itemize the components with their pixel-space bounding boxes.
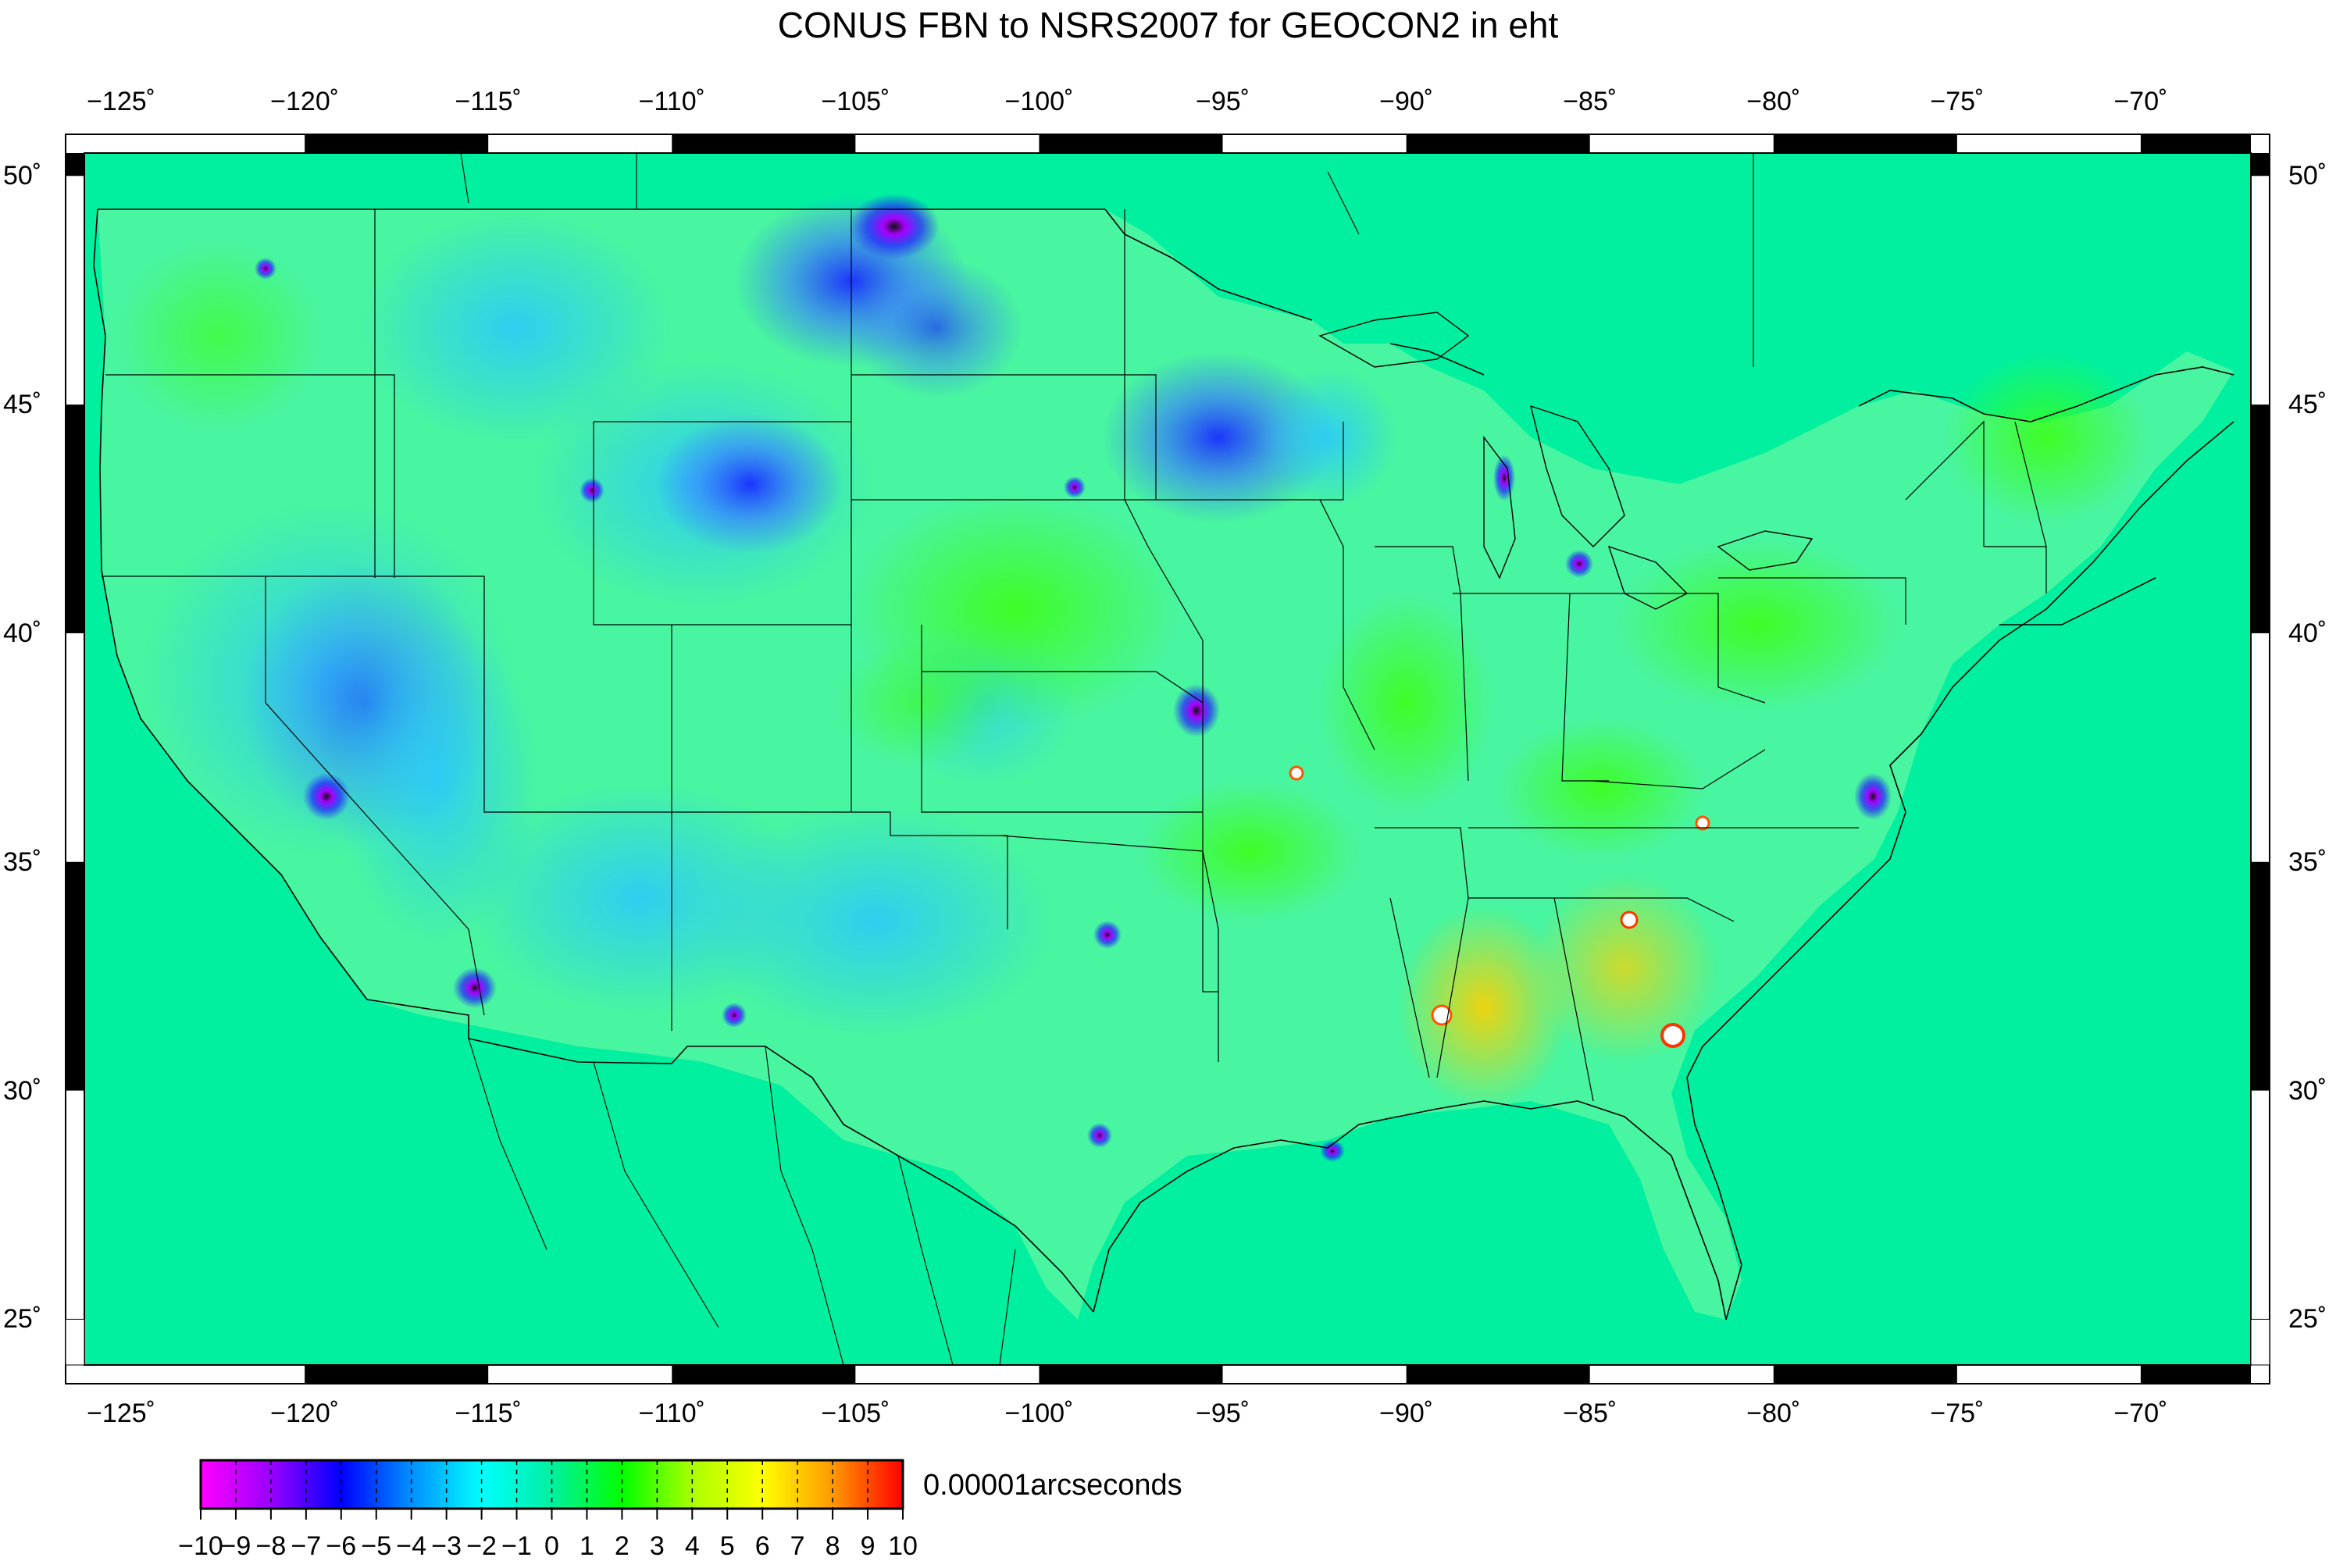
lon-tick-label-bottom: −110˚ (638, 1399, 705, 1428)
frame-bar-segment (672, 134, 856, 153)
lon-tick-label-top: −75˚ (1930, 87, 1985, 116)
colorbar-tick-label: 0 (544, 1531, 559, 1561)
colorbar-ticks (200, 1460, 904, 1520)
colorbar-tick-label: −7 (291, 1531, 322, 1561)
colorbar-tick-label: −4 (396, 1531, 427, 1561)
frame-bar-segment (2251, 861, 2270, 1091)
frame-bars-top (305, 134, 2251, 1384)
frame-bar-segment (2251, 404, 2270, 633)
lat-tick-label-left: 50˚ (3, 161, 42, 191)
frame-bar-segment (1773, 134, 1957, 153)
lon-tick-label-bottom: −90˚ (1379, 1399, 1434, 1428)
lon-tick-label-top: −120˚ (270, 87, 340, 116)
boundary-lines (93, 153, 2234, 1365)
lon-tick-label-top: −80˚ (1746, 87, 1801, 116)
lat-tick-label-right: 25˚ (2288, 1304, 2327, 1335)
frame-bar-segment (66, 861, 84, 1091)
lon-tick-label-top: −110˚ (638, 87, 705, 116)
foreign-lines (460, 153, 1754, 1365)
frame-bar-segment (305, 1365, 489, 1384)
colorbar-tick-label: 1 (579, 1531, 594, 1561)
lat-tick-label-left: 45˚ (3, 390, 42, 420)
lon-tick-label-top: −85˚ (1563, 87, 1617, 116)
frame-bar-segment (1039, 134, 1223, 153)
frame-bar-segment (2140, 134, 2251, 153)
colorbar-tick-label: 5 (719, 1531, 735, 1561)
colorbar-tick-label: −6 (326, 1531, 357, 1561)
lon-tick-label-bottom: −105˚ (821, 1399, 890, 1428)
colorbar-tick-label: −8 (255, 1531, 287, 1561)
lon-tick-label-top: −105˚ (821, 87, 890, 116)
lon-tick-label-top: −100˚ (1004, 87, 1074, 116)
state-lines (102, 209, 2047, 1102)
lon-tick-label-bottom: −115˚ (455, 1399, 522, 1428)
colorbar-tick-label: −5 (361, 1531, 392, 1561)
us-east-coast (1686, 421, 2234, 1320)
lon-tick-label-bottom: −120˚ (270, 1399, 340, 1428)
lon-tick-label-bottom: −85˚ (1563, 1399, 1617, 1428)
colorbar-tick-label: 4 (684, 1531, 700, 1561)
lat-tick-label-left: 30˚ (3, 1075, 42, 1106)
frame-bars-side (65, 153, 2270, 1366)
colorbar-tick-label: 6 (754, 1531, 770, 1561)
lat-tick-label-right: 35˚ (2288, 846, 2327, 877)
colorbar-tick-label: 8 (825, 1531, 840, 1561)
lat-tick-label-right: 40˚ (2288, 618, 2327, 648)
frame-bar-segment (1406, 1365, 1590, 1384)
lat-tick-label-left: 25˚ (3, 1304, 42, 1335)
colorbar-tick-label: 10 (888, 1531, 918, 1561)
frame-bar-segment (672, 1365, 856, 1384)
lon-tick-label-bottom: −70˚ (2113, 1399, 2168, 1428)
map-frame (65, 134, 2270, 1384)
frame-bar-segment (2250, 1318, 2270, 1366)
colorbar-tick-label: −10 (178, 1531, 223, 1561)
lon-tick-label-top: −95˚ (1196, 87, 1250, 116)
us-mexico-border (366, 999, 1094, 1313)
lon-tick-label-bottom: −80˚ (1746, 1399, 1801, 1428)
us-west-coast (93, 208, 368, 1000)
us-gulf-coast (1093, 1100, 1727, 1320)
colorbar-units-label: 0.00001arcseconds (923, 1469, 1182, 1502)
frame-bar-segment (1773, 1365, 1957, 1384)
lon-tick-label-top: −90˚ (1379, 87, 1434, 116)
colorbar-tick-label: 2 (614, 1531, 629, 1561)
frame-bar-segment (65, 1318, 85, 1366)
map-plot-area (84, 153, 2251, 1365)
colorbar-tick-label: 7 (790, 1531, 805, 1561)
lat-tick-label-right: 45˚ (2288, 390, 2327, 420)
colorbar-tick-label: −2 (466, 1531, 497, 1561)
lon-tick-label-top: −70˚ (2113, 87, 2168, 116)
colorbar (199, 1459, 904, 1520)
frame-bar-segment (66, 153, 84, 176)
frame-bar-segment (305, 134, 489, 153)
lon-tick-label-bottom: −95˚ (1196, 1399, 1250, 1428)
frame-bar-segment (66, 404, 84, 633)
lon-tick-label-top: −115˚ (455, 87, 522, 116)
colorbar-tick-label: 3 (649, 1531, 665, 1561)
lat-tick-label-right: 30˚ (2288, 1075, 2327, 1106)
frame-bar-segment (1406, 134, 1590, 153)
conus-field (98, 194, 2234, 1320)
frame-bar-segment (2251, 153, 2270, 176)
frame-bar-segment (1039, 1365, 1223, 1384)
lat-tick-label-left: 35˚ (3, 846, 42, 877)
frame-bar-segment (2140, 1365, 2251, 1384)
great-lakes (1318, 312, 1814, 610)
colorbar-tick-label: 9 (860, 1531, 876, 1561)
us-canada-border (98, 208, 2234, 625)
lon-tick-label-bottom: −75˚ (1930, 1399, 1985, 1428)
lon-tick-label-bottom: −125˚ (87, 1399, 155, 1428)
colorbar-tick-label: −1 (501, 1531, 532, 1561)
colorbar-tick-label: −9 (220, 1531, 251, 1561)
lon-tick-label-bottom: −100˚ (1004, 1399, 1074, 1428)
lat-tick-label-left: 40˚ (3, 618, 42, 648)
map-title: CONUS FBN to NSRS2007 for GEOCON2 in eht (777, 5, 1559, 45)
lat-tick-label-right: 50˚ (2288, 161, 2327, 191)
colorbar-tick-label: −3 (431, 1531, 462, 1561)
lon-tick-label-top: −125˚ (87, 87, 155, 116)
